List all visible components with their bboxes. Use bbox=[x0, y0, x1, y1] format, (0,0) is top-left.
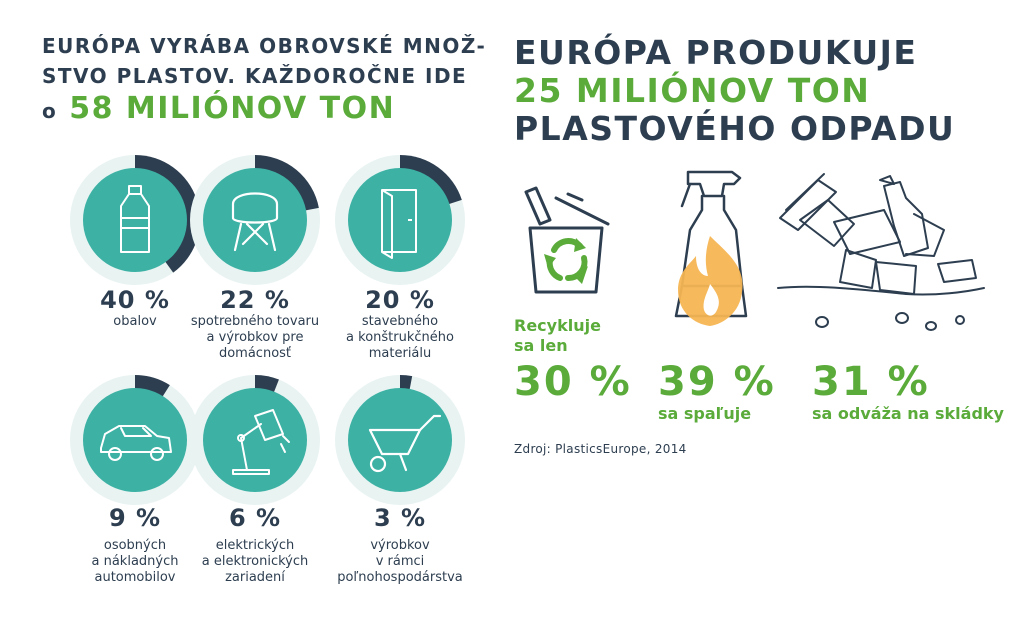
category-label: osobných a nákladných automobilov bbox=[91, 538, 179, 585]
headline-amount: 58 MILIÓNOV TON bbox=[69, 91, 396, 126]
inner-circle bbox=[83, 168, 187, 272]
source-note: Zdroj: PlasticsEurope, 2014 bbox=[514, 442, 687, 456]
left-headline-line2: STVO PLASTOV. KAŽDOROČNE IDE bbox=[42, 64, 468, 88]
left-headline-line3: o 58 MILIÓNOV TON bbox=[42, 94, 395, 124]
inner-circle bbox=[348, 168, 452, 272]
landfill-label: sa odváža na skládky bbox=[812, 404, 1004, 423]
headline-prefix: o bbox=[42, 99, 58, 123]
inner-circle bbox=[203, 388, 307, 492]
car-icon bbox=[100, 425, 172, 461]
category-circle bbox=[190, 155, 320, 285]
lamp-icon bbox=[232, 409, 290, 475]
chair-icon bbox=[231, 192, 279, 252]
category-label: stavebného a konštrukčného materiálu bbox=[346, 314, 454, 361]
category-circle bbox=[335, 155, 465, 285]
recycle-bin-icon bbox=[524, 186, 610, 294]
left-headline-line1: EURÓPA VYRÁBA OBROVSKÉ MNOŽ- bbox=[42, 34, 487, 58]
recycle-percent: 30 % bbox=[514, 359, 632, 405]
right-headline-line2: 25 MILIÓNOV TON bbox=[514, 71, 871, 110]
inner-circle bbox=[348, 388, 452, 492]
right-headline-line1: EURÓPA PRODUKUJE bbox=[514, 33, 918, 72]
category-percent: 22 % bbox=[220, 286, 290, 314]
inner-circle bbox=[203, 168, 307, 272]
category-circle bbox=[70, 375, 200, 505]
category-percent: 20 % bbox=[365, 286, 435, 314]
category-percent: 6 % bbox=[228, 504, 282, 532]
bottle-icon bbox=[120, 185, 150, 253]
category-label: spotrebného tovaru a výrobkov pre domácn… bbox=[190, 314, 320, 361]
category-circle bbox=[190, 375, 320, 505]
spray-bottle-flame-icon bbox=[674, 170, 748, 326]
burn-percent: 39 % bbox=[658, 359, 776, 405]
category-circle bbox=[70, 155, 200, 285]
recycle-label: Recykluje sa len bbox=[514, 316, 601, 355]
wheelbarrow-icon bbox=[368, 414, 442, 473]
landfill-icon bbox=[777, 173, 985, 331]
landfill-percent: 31 % bbox=[812, 359, 930, 405]
category-label: výrobkov v rámci poľnohospodárstva bbox=[337, 538, 463, 585]
burn-label: sa spaľuje bbox=[658, 404, 752, 423]
category-label: obalov bbox=[113, 314, 157, 329]
category-percent: 9 % bbox=[108, 504, 162, 532]
category-label: elektrických a elektronických zariadení bbox=[201, 538, 309, 585]
category-percent: 3 % bbox=[373, 504, 427, 532]
door-icon bbox=[381, 189, 417, 259]
right-headline-line3: PLASTOVÉHO ODPADU bbox=[514, 109, 956, 148]
inner-circle bbox=[83, 388, 187, 492]
category-percent: 40 % bbox=[100, 286, 170, 314]
category-circle bbox=[335, 375, 465, 505]
